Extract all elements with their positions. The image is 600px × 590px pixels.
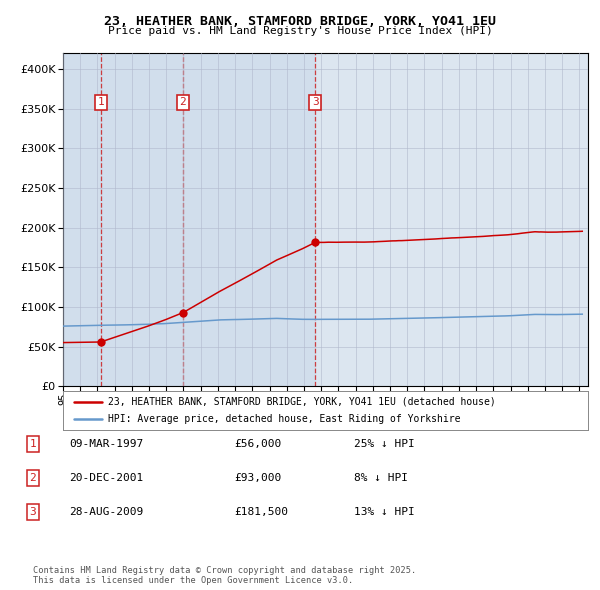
Text: 8% ↓ HPI: 8% ↓ HPI [354, 473, 408, 483]
Text: £56,000: £56,000 [234, 439, 281, 448]
Text: HPI: Average price, detached house, East Riding of Yorkshire: HPI: Average price, detached house, East… [107, 414, 460, 424]
Text: 1: 1 [97, 97, 104, 107]
Bar [183, 53, 315, 386]
Text: 1: 1 [29, 439, 37, 448]
Text: 3: 3 [29, 507, 37, 517]
Bar [63, 53, 101, 386]
Text: 09-MAR-1997: 09-MAR-1997 [69, 439, 143, 448]
Text: 2: 2 [29, 473, 37, 483]
Text: £181,500: £181,500 [234, 507, 288, 517]
Bar [101, 53, 183, 386]
Text: 2: 2 [179, 97, 187, 107]
Text: 25% ↓ HPI: 25% ↓ HPI [354, 439, 415, 448]
Text: Price paid vs. HM Land Registry's House Price Index (HPI): Price paid vs. HM Land Registry's House … [107, 26, 493, 36]
Text: 23, HEATHER BANK, STAMFORD BRIDGE, YORK, YO41 1EU: 23, HEATHER BANK, STAMFORD BRIDGE, YORK,… [104, 15, 496, 28]
Text: Contains HM Land Registry data © Crown copyright and database right 2025.
This d: Contains HM Land Registry data © Crown c… [33, 566, 416, 585]
Text: 28-AUG-2009: 28-AUG-2009 [69, 507, 143, 517]
Text: 20-DEC-2001: 20-DEC-2001 [69, 473, 143, 483]
Text: 3: 3 [312, 97, 319, 107]
Text: 13% ↓ HPI: 13% ↓ HPI [354, 507, 415, 517]
Text: 23, HEATHER BANK, STAMFORD BRIDGE, YORK, YO41 1EU (detached house): 23, HEATHER BANK, STAMFORD BRIDGE, YORK,… [107, 396, 496, 407]
Text: £93,000: £93,000 [234, 473, 281, 483]
